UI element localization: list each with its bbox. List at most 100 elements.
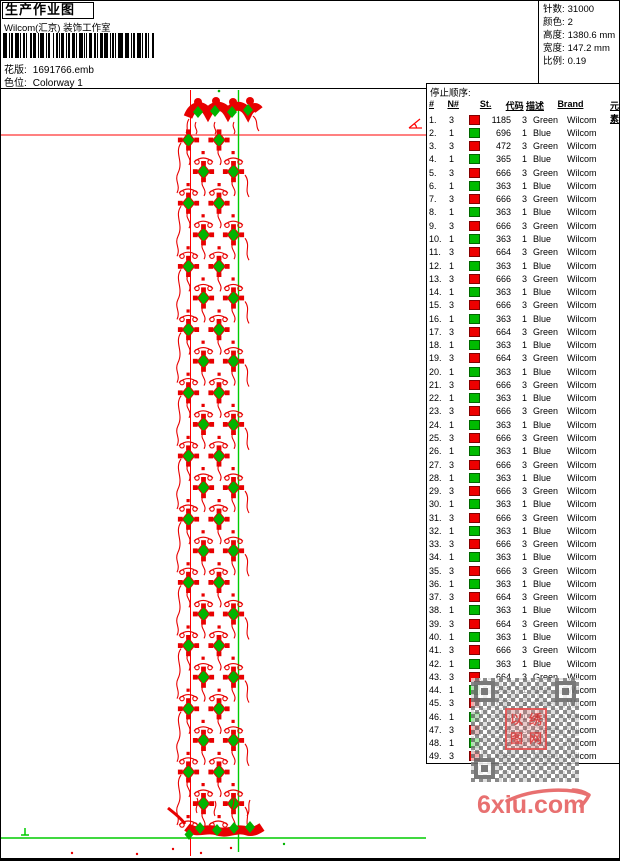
stop-row-brand: Wilcom [567, 446, 597, 457]
stop-row-needle: 3 [449, 406, 455, 417]
stop-row: 31. 3 666 3 Green Wilcom [427, 511, 619, 524]
stop-row-index: 49. [429, 751, 442, 762]
color-swatch [469, 207, 480, 218]
color-swatch [469, 459, 480, 470]
stop-row-brand: Wilcom [567, 114, 597, 125]
stop-row-index: 41. [429, 645, 442, 656]
stop-row-index: 47. [429, 724, 442, 735]
color-swatch [469, 114, 480, 125]
green-speck [217, 89, 221, 93]
stop-row-stitches: 363 [495, 658, 511, 669]
stop-row-index: 12. [429, 260, 442, 271]
stop-row-brand: Wilcom [567, 234, 597, 245]
stop-row-code: 3 [521, 486, 527, 497]
sixiu-logo-text: 6xiu.com [477, 791, 586, 819]
stop-row-swatch-cell [469, 220, 483, 231]
stop-row-description: Green [533, 592, 559, 603]
stop-row-stitches: 666 [495, 433, 511, 443]
stop-row-brand: Wilcom [567, 379, 597, 390]
stop-row-description: Green [533, 512, 559, 523]
stop-row-code: 3 [521, 592, 527, 603]
stop-row-description: Green [533, 220, 559, 231]
stop-row-needle: 1 [449, 658, 455, 669]
stop-row-swatch-cell [469, 419, 483, 430]
stop-row-swatch-cell [469, 446, 483, 457]
angle-mark-icon [408, 118, 422, 129]
stop-row-stitches: 363 [495, 234, 511, 245]
color-swatch [469, 512, 480, 523]
color-swatch [469, 340, 480, 351]
stop-row-stitches: 363 [495, 260, 511, 271]
stop-row-description: Green [533, 406, 559, 417]
stop-row: 21. 3 666 3 Green Wilcom [427, 378, 619, 391]
stop-row-needle: 1 [449, 366, 455, 377]
stop-row-brand: Wilcom [567, 539, 597, 550]
height-row: 高度: 1380.6 mm [543, 29, 619, 42]
stop-row: 17. 3 664 3 Green Wilcom [427, 325, 619, 338]
color-swatch [469, 247, 480, 258]
color-swatch [469, 592, 480, 603]
stop-row: 25. 3 666 3 Green Wilcom [427, 431, 619, 444]
stop-row: 33. 3 666 3 Green Wilcom [427, 538, 619, 551]
stop-row-needle: 3 [449, 751, 455, 762]
stop-row-description: Green [533, 353, 559, 364]
stop-row-needle: 3 [449, 326, 455, 337]
scale-label: 比例: [543, 56, 565, 67]
stop-row-description: Blue [533, 552, 552, 563]
stop-row-stitches: 664 [495, 671, 511, 682]
stop-row-needle: 3 [449, 247, 455, 258]
stop-row-swatch-cell [469, 326, 483, 337]
stop-row-description: Green [533, 433, 559, 443]
col-header-element: 元素 [609, 101, 619, 124]
stop-row-code: 1 [521, 207, 527, 218]
stop-row-code: 3 [521, 671, 527, 682]
stop-row-stitches: 666 [495, 539, 511, 550]
stop-row: 40. 1 363 1 Blue Wilcom [427, 630, 619, 643]
stop-row-code: 3 [521, 459, 527, 470]
stop-row-brand: Wilcom [567, 592, 597, 603]
stop-row: 43. 3 664 3 Green Wilcom [427, 670, 619, 683]
stop-row-index: 24. [429, 419, 442, 430]
stop-row-index: 31. [429, 512, 442, 523]
width-value: 147.2 mm [567, 43, 610, 54]
stop-row-stitches: 666 [495, 406, 511, 417]
stop-row-swatch-cell [469, 260, 483, 271]
stop-row-stitches: 363 [495, 287, 511, 298]
stop-row-description: Blue [533, 180, 552, 191]
stop-row-swatch-cell [469, 247, 483, 258]
stop-row-index: 48. [429, 738, 442, 749]
stop-row-stitches: 363 [495, 605, 511, 616]
pattern-file-value: 1691766.emb [32, 65, 94, 76]
stop-row-description: Green [533, 141, 559, 152]
stop-row-needle: 3 [449, 273, 455, 284]
stop-row-swatch-cell [469, 167, 483, 178]
stop-row-code: 1 [521, 340, 527, 351]
stop-row-code: 1 [521, 127, 527, 138]
stop-row: 26. 1 363 1 Blue Wilcom [427, 445, 619, 458]
seal-char: 网 [528, 730, 542, 746]
stop-row-needle: 1 [449, 287, 455, 298]
stitch-count-label: 针数: [543, 4, 565, 15]
stop-row-swatch-cell [469, 512, 483, 523]
color-swatch [469, 167, 480, 178]
stop-row: 2. 1 696 1 Blue Wilcom [427, 126, 619, 139]
stop-table-header: # N# St. 代码 描述 Brand 元素 [427, 99, 619, 125]
stop-row-needle: 3 [449, 300, 455, 311]
stop-row-brand: Wilcom [567, 127, 597, 138]
stop-row-needle: 3 [449, 539, 455, 550]
pattern-file-label: 花版: [4, 65, 27, 76]
stop-row-code: 1 [521, 552, 527, 563]
stop-row-brand: Wilcom [567, 180, 597, 191]
colorway-line: 色位: Colorway 1 [4, 74, 83, 89]
color-count-value: 2 [567, 17, 573, 28]
stop-row-code: 1 [521, 366, 527, 377]
color-swatch [469, 300, 480, 311]
stop-row-brand: Wilcom [567, 605, 597, 616]
stop-row-needle: 3 [449, 645, 455, 656]
stop-row-stitches: 363 [495, 393, 511, 404]
stop-row-code: 1 [521, 154, 527, 165]
color-swatch [469, 645, 480, 656]
logo-swoosh-icon [505, 788, 591, 808]
stop-row-swatch-cell [469, 525, 483, 536]
stop-row-brand: Wilcom [567, 751, 597, 762]
